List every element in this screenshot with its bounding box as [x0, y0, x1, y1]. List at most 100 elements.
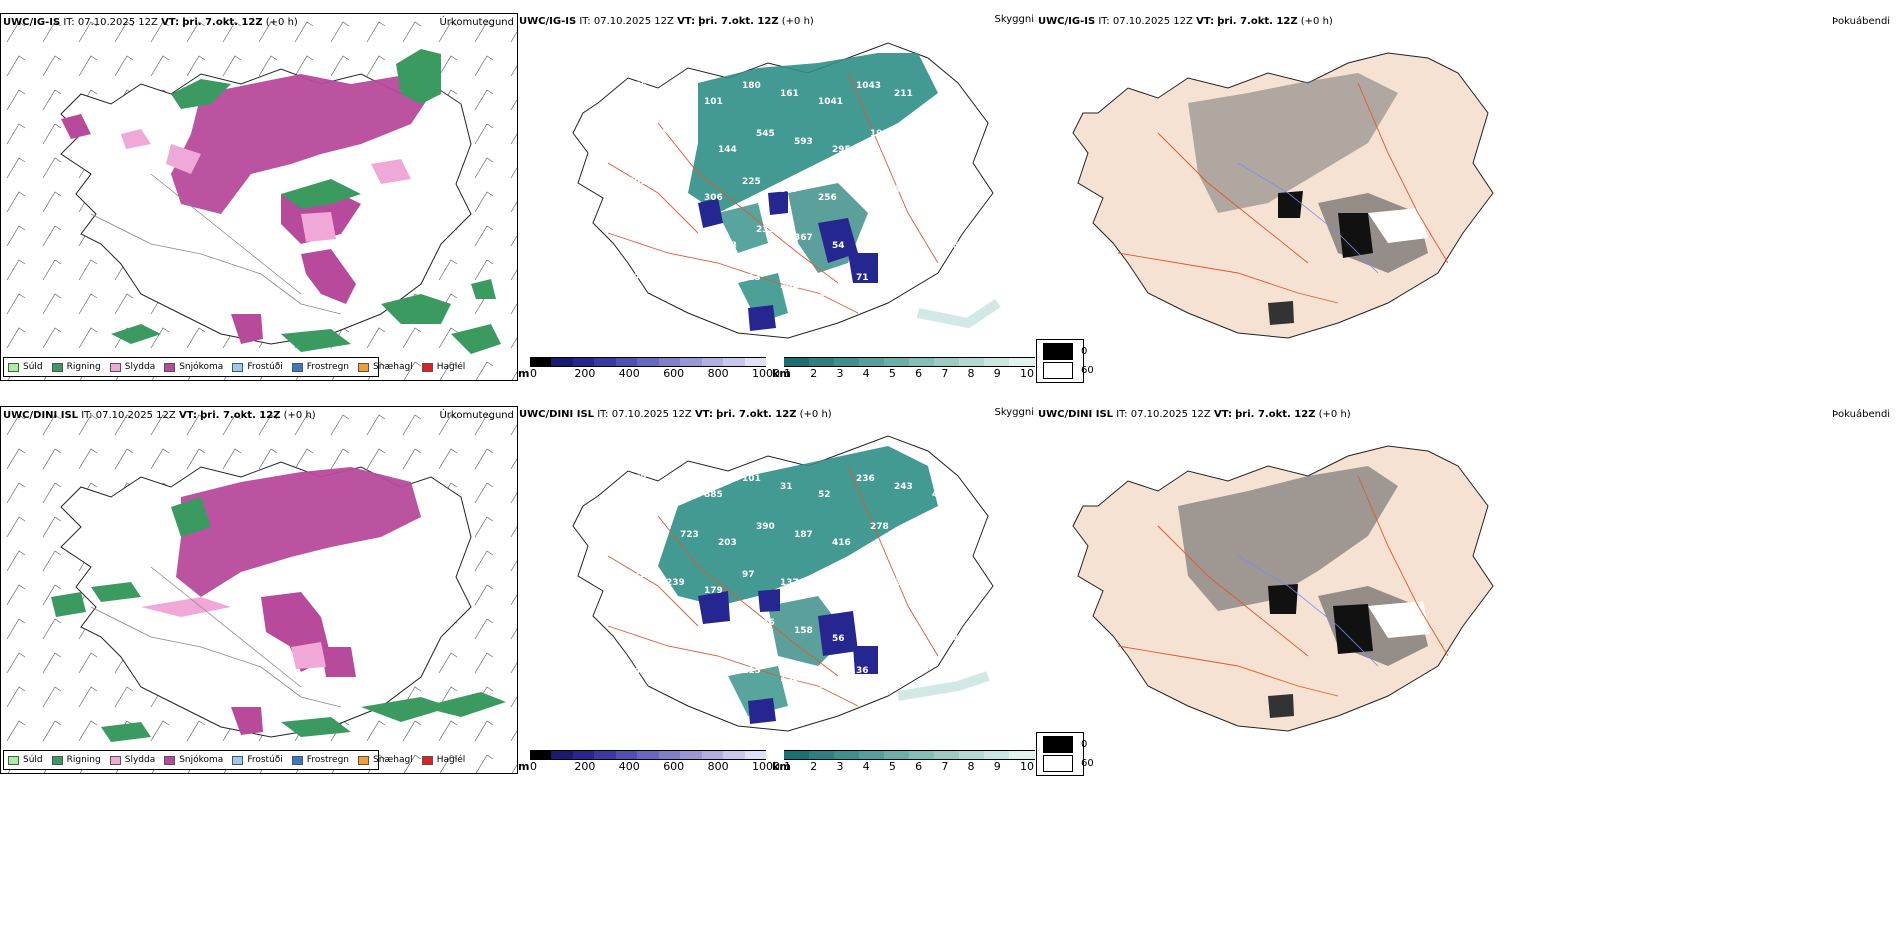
- cloud-base-value: 162: [628, 474, 647, 484]
- cloud-base-value: 36: [856, 666, 869, 676]
- precip-panel-2: UWC/DINI ISL IT: 07.10.2025 12Z VT: þri.…: [0, 406, 518, 774]
- legend-swatch: [109, 362, 121, 372]
- colorbar-unit: km: [772, 367, 791, 380]
- colorbar-segment: [884, 357, 910, 367]
- lead-time: (+0 h): [781, 16, 814, 27]
- colorbar-tick: 5: [888, 367, 896, 380]
- fog-type-label-1: Þokuábendi: [1832, 16, 1891, 27]
- colorbar-segment: [572, 750, 595, 760]
- cloud-base-value: 763: [642, 522, 661, 532]
- lead-time: (+0 h): [1300, 16, 1333, 27]
- cloud-base-value: 112: [628, 570, 647, 580]
- colorbar-tick: 3: [836, 367, 844, 380]
- colorbar-tick: 4: [862, 367, 870, 380]
- legend-swatch: [358, 362, 370, 372]
- cloud-base-value: 31: [780, 482, 793, 492]
- precip-legend-2: Súld Rigning Slydda Snjókoma Frostúði Frostre…: [3, 750, 465, 770]
- it-label: IT:: [579, 16, 591, 27]
- colorbar-segment: [637, 357, 660, 367]
- cloud-base-value: 1041: [818, 97, 843, 107]
- legend-label: Snæhagl: [373, 362, 413, 372]
- fog-legend-row: 60: [1043, 755, 1094, 772]
- vt-value: þri. 7.okt. 12Z: [182, 17, 263, 28]
- colorbar-segment: [701, 750, 724, 760]
- colorbar-segment: [658, 750, 681, 760]
- cloud-base-value: 292: [680, 233, 699, 243]
- colorbar-tick: 8: [967, 760, 975, 773]
- cloud-base-value: 161: [780, 89, 799, 99]
- fog-legend-swatch: [1043, 755, 1073, 772]
- cloud-base-value: 207: [908, 530, 927, 540]
- legend-item: Snæhagl: [358, 755, 413, 765]
- colorbar-tick: 6: [915, 760, 923, 773]
- colorbar-segment: [530, 750, 552, 760]
- legend-swatch: [109, 755, 121, 765]
- it-label: IT:: [597, 409, 609, 420]
- legend-item: Snæhagl: [358, 362, 413, 372]
- colorbar-tick: 600: [663, 760, 685, 773]
- cloud-base-value: 416: [832, 538, 851, 548]
- fog-panel-2: UWC/DINI ISL IT: 07.10.2025 12Z VT: þri.…: [1038, 406, 1898, 774]
- model-name: UWC/IG-IS: [1038, 16, 1096, 27]
- colorbar-tick: 9: [993, 367, 1001, 380]
- legend-label: Snæhagl: [373, 755, 413, 765]
- cloud-base-value: 158: [794, 626, 813, 636]
- legend-label: Haglél: [436, 362, 466, 372]
- colorbar-tick: 1: [784, 760, 791, 773]
- colorbar-tick: 0: [530, 367, 537, 380]
- colorbar-segment: [959, 357, 985, 367]
- legend-label: Frostregn: [306, 362, 350, 372]
- legend-item: Frostúði: [232, 755, 283, 765]
- cloud-base-value: 291: [642, 618, 661, 628]
- cloud-base-value: 548: [666, 185, 685, 195]
- cloud-map-2: 162 896 885 101 31 52 236 243 404 763 723 203 390 187…: [572, 435, 994, 732]
- colorbar-segment: [615, 357, 638, 367]
- colorbar-segment: [984, 357, 1010, 367]
- colorbar-segment: [594, 357, 617, 367]
- colorbar-segment: [809, 357, 835, 367]
- colorbar-segment: [809, 750, 835, 760]
- cloud-base-value: 257: [856, 177, 875, 187]
- precip-title-1: UWC/IG-IS IT: 07.10.2025 12Z VT: þri. 7.…: [3, 17, 298, 28]
- cloud-base-value: 306: [704, 193, 723, 203]
- legend-swatch: [8, 362, 19, 372]
- legend-item: Slydda: [109, 755, 155, 765]
- vt-value: þri. 7.okt. 12Z: [1217, 16, 1298, 27]
- cloud-base-value: 601: [628, 177, 647, 187]
- cloud-base-value: 99: [870, 225, 883, 235]
- cloud-base-value: 71: [856, 273, 869, 283]
- visibility-colorbar-2: km 1 2 3 4 5 6 7 8 9 10: [772, 750, 1036, 774]
- colorbar-tick: 10: [1020, 760, 1034, 773]
- colorbar-segment: [744, 357, 767, 367]
- legend-item: Súld: [8, 362, 43, 372]
- legend-item: Frostúði: [232, 362, 283, 372]
- cloud-base-value: 87: [628, 273, 641, 283]
- legend-label: Slydda: [124, 362, 156, 372]
- fog-type-label-2: Þokuábendi: [1832, 409, 1891, 420]
- cloud-base-value: 211: [894, 89, 913, 99]
- cloud-base-value: 82: [908, 626, 921, 636]
- legend-swatch: [291, 362, 303, 372]
- colorbar-segment: [615, 750, 638, 760]
- cloud-base-value: 1043: [856, 81, 881, 91]
- fog-legend-row: 60: [1043, 362, 1094, 379]
- legend-swatch: [164, 362, 176, 372]
- fog-legend-swatch: [1043, 343, 1073, 360]
- colorbar-segment: [984, 750, 1010, 760]
- colorbar-unit: km: [772, 760, 791, 773]
- legend-swatch: [164, 755, 176, 765]
- colorbar-segment: [680, 357, 703, 367]
- cloud-base-value: 959: [642, 225, 661, 235]
- it-value: 07.10.2025 12Z: [611, 409, 692, 420]
- lead-time: (+0 h): [265, 17, 298, 28]
- legend-swatch: [51, 362, 63, 372]
- fog-legend-swatch: [1043, 362, 1073, 379]
- legend-label: Haglél: [436, 755, 466, 765]
- cloud-base-value: 390: [756, 522, 775, 532]
- colorbar-segment: [784, 357, 810, 367]
- colorbar-segment: [1009, 357, 1035, 367]
- it-label: IT:: [1116, 409, 1128, 420]
- cloud-base-value: 348: [628, 666, 647, 676]
- vt-value: þri. 7.okt. 12Z: [716, 409, 797, 420]
- cloud-type-label-1: Skyggni: [994, 14, 1034, 25]
